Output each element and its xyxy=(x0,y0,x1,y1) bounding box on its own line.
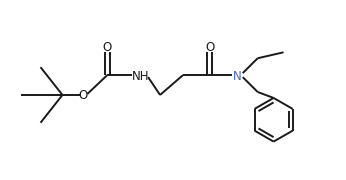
Text: NH: NH xyxy=(131,70,149,83)
Text: O: O xyxy=(79,89,88,102)
Text: O: O xyxy=(205,41,215,54)
Text: O: O xyxy=(103,41,112,54)
Text: N: N xyxy=(233,70,242,83)
